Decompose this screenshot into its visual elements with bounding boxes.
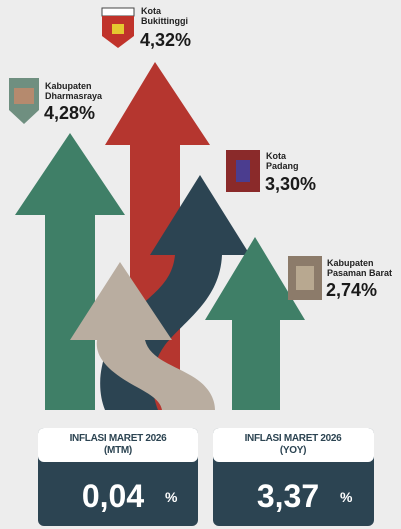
region-value: 4,32% [140, 30, 191, 50]
region-name: Kabupaten [327, 258, 374, 268]
region-name: Bukittinggi [141, 16, 188, 26]
region-name: Kabupaten [45, 81, 92, 91]
region-name: Padang [266, 161, 299, 171]
region-value: 4,28% [44, 103, 95, 123]
region-name: Kota [141, 6, 162, 16]
emblem-pasaman-barat [288, 256, 322, 300]
card-value: 3,37 [257, 478, 319, 514]
card-title: (YOY) [280, 445, 306, 456]
arrow-green-left [15, 133, 125, 410]
card-mtm: INFLASI MARET 2026 (MTM) 0,04 % [38, 428, 198, 526]
card-title: (MTM) [104, 445, 132, 456]
region-value: 3,30% [265, 174, 316, 194]
arrow-beige [70, 262, 215, 410]
arrows [15, 62, 305, 410]
card-title: INFLASI MARET 2026 [245, 433, 343, 444]
region-name: Dharmasraya [45, 91, 103, 101]
region-name: Pasaman Barat [327, 268, 392, 278]
emblem-bukittinggi [101, 7, 135, 48]
card-value: 0,04 [82, 478, 144, 514]
arrow-green-right [205, 237, 305, 410]
card-unit: % [165, 489, 178, 505]
card-title: INFLASI MARET 2026 [70, 433, 168, 444]
region-name: Kota [266, 151, 287, 161]
card-unit: % [340, 489, 353, 505]
region-value: 2,74% [326, 280, 377, 300]
card-yoy: INFLASI MARET 2026 (YOY) 3,37 % [213, 428, 374, 526]
emblem-padang [226, 150, 260, 192]
emblem-dharmasraya [9, 78, 39, 124]
